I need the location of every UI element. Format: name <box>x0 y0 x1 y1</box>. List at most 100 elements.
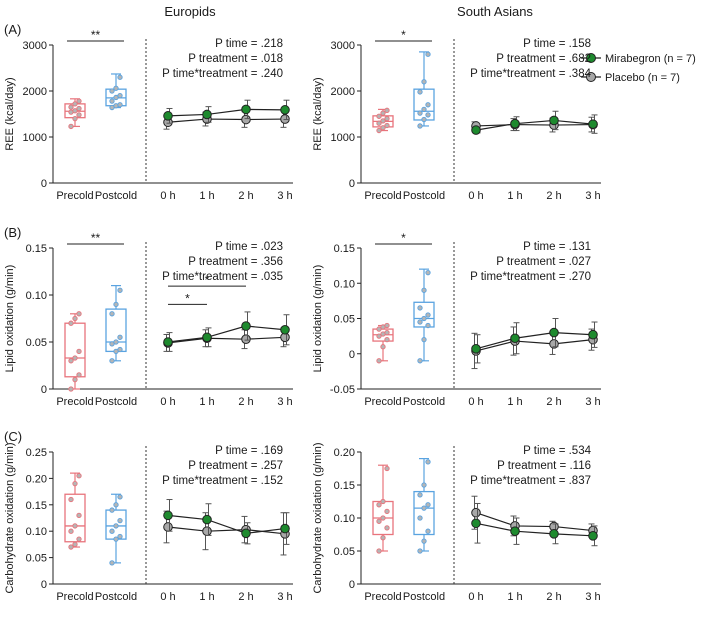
series-point <box>241 334 251 344</box>
x-tick-label-time: 3 h <box>585 396 600 408</box>
data-point <box>421 79 427 85</box>
legend-placebo-marker <box>586 72 596 82</box>
significance-label: * <box>401 28 406 42</box>
data-point <box>109 358 115 364</box>
x-tick-label-time: 2 h <box>238 190 253 202</box>
box-iqr <box>105 308 127 353</box>
data-point <box>380 118 386 124</box>
x-tick-label-time: 1 h <box>507 190 522 202</box>
data-point <box>113 502 119 508</box>
data-point <box>376 518 382 524</box>
x-tick-label-time: 1 h <box>199 396 214 408</box>
data-point <box>68 496 74 503</box>
series-point <box>202 109 212 120</box>
data-point <box>109 528 115 534</box>
series-point <box>471 125 481 135</box>
series-point <box>241 104 251 115</box>
data-point <box>117 494 123 500</box>
series-line <box>475 331 594 350</box>
data-point <box>417 305 423 311</box>
data-point <box>76 512 82 519</box>
y-tick-label: 0.05 <box>26 337 47 349</box>
x-tick-label-postcold: Postcold <box>403 190 445 202</box>
box-iqr <box>413 88 435 121</box>
stats-line-1: P time = .218 <box>215 38 283 50</box>
stats-line-1: P time = .534 <box>523 445 591 457</box>
x-tick-label-precold: Precold <box>56 591 93 603</box>
data-point <box>76 98 82 104</box>
x-tick-label-precold: Precold <box>364 591 401 603</box>
data-point <box>72 101 78 107</box>
data-point <box>384 122 390 129</box>
data-point <box>68 386 74 392</box>
data-point <box>109 311 115 317</box>
data-point <box>421 336 427 343</box>
x-tick-label-precold: Precold <box>56 190 93 202</box>
series-line <box>167 336 286 344</box>
series-point <box>202 514 212 525</box>
data-point <box>417 110 423 116</box>
series-point <box>241 528 251 539</box>
y-axis-label: Carbohydrate oxidation (g/min) <box>4 442 16 593</box>
data-point <box>376 120 382 126</box>
series-line <box>475 339 594 352</box>
y-axis-label: Carbohydrate oxidation (g/min) <box>312 442 324 593</box>
y-tick-label: 0.10 <box>26 526 47 538</box>
data-point <box>417 123 423 129</box>
panel-4: -0.05 0 0.05 0.10 0.15 Lipid oxidation (g/min… <box>312 231 601 408</box>
data-point <box>384 508 390 515</box>
series-mirabegron <box>471 502 598 547</box>
box-postcold <box>105 285 127 364</box>
x-tick-label-time: 2 h <box>546 591 561 603</box>
data-point <box>384 465 390 472</box>
data-point <box>380 515 386 521</box>
data-point <box>72 523 78 529</box>
data-point <box>376 358 382 364</box>
y-tick-label: 0 <box>349 178 355 190</box>
box-iqr <box>64 322 86 378</box>
x-tick-label-postcold: Postcold <box>95 591 137 603</box>
y-tick-label: 3000 <box>331 40 355 52</box>
data-point <box>417 358 423 364</box>
box-precold <box>64 311 86 392</box>
y-tick-label: 2000 <box>331 86 355 98</box>
series-point <box>163 510 173 521</box>
stats-line-3: P time*treatment = .035 <box>162 271 283 283</box>
data-point <box>72 481 78 487</box>
y-tick-label: 0.05 <box>334 314 355 326</box>
data-point <box>421 106 427 113</box>
data-point <box>384 322 390 329</box>
x-tick-label-postcold: Postcold <box>403 396 445 408</box>
y-tick-label: 0.05 <box>26 553 47 565</box>
data-point <box>68 320 74 326</box>
x-tick-label-time: 2 h <box>238 396 253 408</box>
series-point <box>202 526 212 537</box>
series-placebo <box>471 326 598 370</box>
panel-3: (B) 0 0.05 0.10 0.15 Lipid oxidation (g/min) P… <box>4 225 293 408</box>
x-tick-label-time: 0 h <box>468 396 483 408</box>
series-placebo <box>471 495 598 538</box>
stats-line-2: P treatment = .116 <box>497 460 591 472</box>
x-tick-label-time: 3 h <box>585 190 600 202</box>
box-postcold <box>105 493 127 566</box>
data-point <box>117 102 123 108</box>
x-tick-label-postcold: Postcold <box>95 190 137 202</box>
data-point <box>376 326 382 332</box>
x-tick-label-postcold: Postcold <box>403 591 445 603</box>
stats-line-2: P treatment = .018 <box>188 53 283 65</box>
stats-line-3: P time*treatment = .240 <box>162 68 283 80</box>
x-tick-label-precold: Precold <box>56 396 93 408</box>
series-line <box>167 526 286 535</box>
x-tick-label-time: 1 h <box>199 190 214 202</box>
legend-mirabegron-marker <box>586 53 596 63</box>
data-point <box>384 329 390 336</box>
data-point <box>72 355 78 361</box>
data-point <box>109 88 115 94</box>
series-point <box>241 321 251 331</box>
series-point <box>549 327 559 338</box>
series-point <box>510 333 520 344</box>
series-point <box>202 332 212 343</box>
data-point <box>384 336 390 343</box>
data-point <box>421 505 427 511</box>
